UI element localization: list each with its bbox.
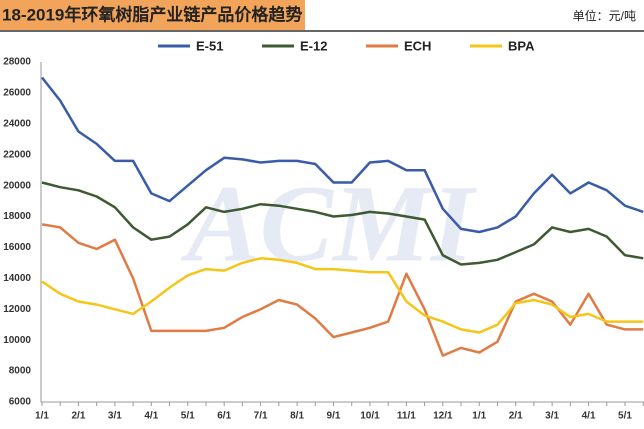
- x-tick-label: 9/1: [327, 411, 341, 422]
- legend-label: ECH: [404, 38, 431, 53]
- y-tick-label: 12000: [3, 304, 31, 315]
- x-tick-label: 1/1: [35, 411, 49, 422]
- y-tick-label: 22000: [3, 149, 31, 160]
- y-tick-label: 16000: [3, 242, 31, 253]
- x-tick-label: 8/1: [290, 411, 304, 422]
- x-tick-label: 6/1: [217, 411, 231, 422]
- x-tick-label: 3/1: [108, 411, 122, 422]
- legend-label: E-12: [300, 38, 327, 53]
- legend-label: E-51: [196, 38, 223, 53]
- y-tick-label: 20000: [3, 180, 31, 191]
- chart-title: 18-2019年环氧树脂产业链产品价格趋势: [2, 4, 302, 24]
- series-line: [41, 181, 644, 266]
- y-tick-label: 26000: [3, 88, 31, 99]
- watermark: ACMI: [180, 162, 477, 284]
- unit-note: 单位：元/吨: [573, 8, 636, 23]
- y-tick-label: 10000: [3, 335, 31, 346]
- x-tick-label: 12/1: [433, 411, 453, 422]
- title-box: [0, 0, 305, 30]
- series-line: [41, 76, 644, 234]
- x-tick-label: 2/1: [71, 411, 85, 422]
- y-tick-label: 8000: [9, 366, 32, 377]
- y-tick-label: 28000: [3, 57, 31, 68]
- x-tick-label: 2/1: [509, 411, 523, 422]
- y-tick-label: 6000: [9, 397, 32, 408]
- x-tick-label: 7/1: [254, 411, 268, 422]
- x-tick-label: 1/1: [472, 411, 486, 422]
- series-line: [41, 223, 644, 357]
- y-tick-label: 24000: [3, 118, 31, 129]
- x-tick-label: 4/1: [144, 411, 158, 422]
- x-tick-label: 3/1: [545, 411, 559, 422]
- series-line: [41, 257, 644, 334]
- legend-label: BPA: [508, 38, 535, 53]
- x-tick-label: 4/1: [582, 411, 596, 422]
- y-tick-label: 18000: [3, 211, 31, 222]
- x-tick-label: 10/1: [360, 411, 380, 422]
- x-tick-label: 11/1: [397, 411, 416, 422]
- y-tick-label: 14000: [3, 273, 31, 284]
- x-tick-label: 5/1: [618, 411, 632, 422]
- x-tick-label: 5/1: [181, 411, 195, 422]
